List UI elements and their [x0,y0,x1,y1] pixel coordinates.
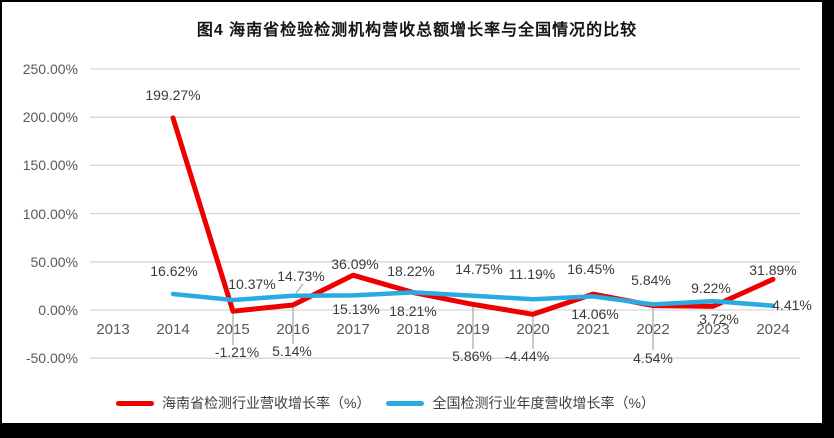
x-axis-year-label: 2016 [276,321,310,338]
chart-legend: 海南省检测行业营收增长率（%） 全国检测行业年度营收增长率（%） [116,392,655,414]
legend-label-national: 全国检测行业年度营收增长率（%） [432,395,655,411]
data-label: 4.54% [633,350,673,366]
data-label: 199.27% [145,87,201,103]
data-label: 15.13% [332,301,380,317]
x-axis-year-label: 2022 [636,321,670,338]
x-axis-year-label: 2018 [396,321,430,338]
y-axis-tick-label: 200.00% [22,109,78,126]
x-axis-year-label: 2020 [516,321,550,338]
x-axis-year-label: 2013 [96,321,130,338]
data-label: 14.75% [455,261,503,277]
x-axis-year-label: 2021 [576,321,610,338]
x-axis-year-label: 2014 [156,321,190,338]
x-axis-year-label: 2019 [456,321,490,338]
x-axis-year-label: 2017 [336,321,370,338]
legend-item-national: 全国检测行业年度营收增长率（%） [386,393,655,413]
data-label-leader-line [295,283,304,294]
x-axis-year-label: 2024 [756,321,790,338]
data-label: 18.22% [387,263,435,279]
legend-line-swatch-red [116,400,154,406]
data-label: 3.72% [699,311,739,327]
y-axis-tick-label: 0.00% [38,302,78,318]
x-axis-year-label: 2023 [696,321,730,338]
legend-line-swatch-blue [386,400,425,406]
data-label: 4.41% [772,297,812,313]
series-line-hainan [170,115,776,317]
y-axis-tick-label: 50.00% [30,253,78,270]
data-label: 16.62% [150,263,198,279]
data-label: 36.09% [331,256,379,272]
data-label: 14.06% [571,306,619,322]
y-axis-tick-label: 150.00% [22,157,78,174]
data-label: 14.73% [277,268,325,284]
data-label: -4.44% [504,348,550,364]
series-line-national [170,290,776,308]
data-label: 11.19% [508,266,556,282]
x-axis-year-label: 2015 [216,321,250,338]
legend-item-hainan: 海南省检测行业营收增长率（%） [116,393,370,413]
y-axis-tick-label: 100.00% [22,205,78,222]
y-axis-tick-label: 250.00% [22,61,78,77]
data-label: 5.86% [452,348,492,364]
y-axis-tick-label: -50.00% [25,350,78,367]
data-label: 31.89% [749,262,797,278]
data-label: 18.21% [389,303,437,319]
data-label: 5.14% [272,343,312,359]
data-label: 5.84% [631,272,671,288]
data-label: 9.22% [691,280,731,296]
chart-title: 图4 海南省检验检测机构营收总额增长率与全国情况的比较 [196,22,638,39]
legend-label-hainan: 海南省检测行业营收增长率（%） [162,395,371,411]
data-label: -1.21% [214,344,260,360]
data-label: 10.37% [228,276,276,292]
data-label: 16.45% [567,261,615,277]
